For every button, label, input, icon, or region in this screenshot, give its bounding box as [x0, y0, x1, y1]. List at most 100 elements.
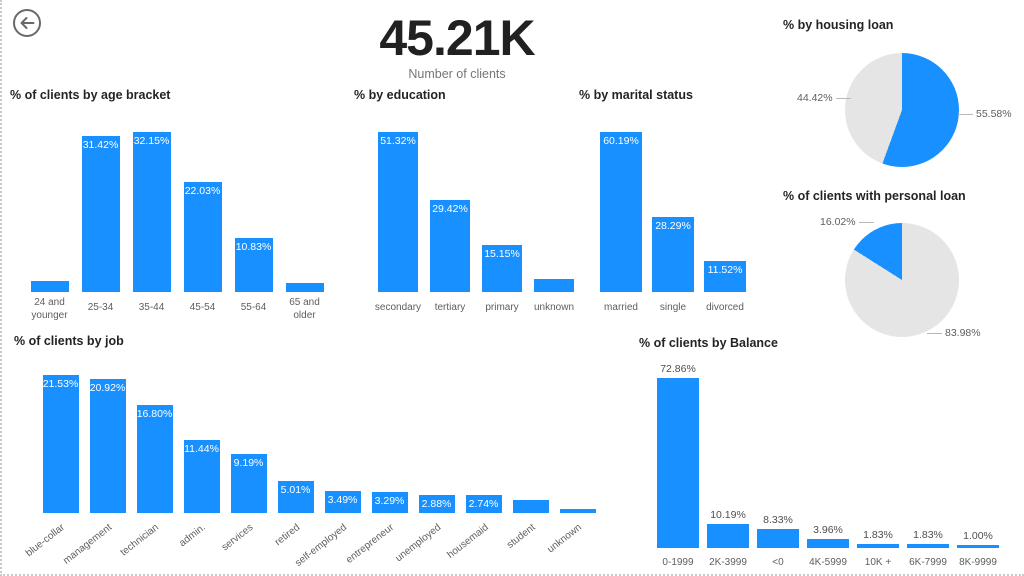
data-label: 20.92% — [89, 381, 126, 394]
bar-25-34[interactable]: 31.42% — [81, 135, 120, 292]
bar-65-and-older[interactable] — [285, 282, 324, 292]
bar-column: 15.15% — [476, 132, 528, 292]
axis-label: 8K-9999 — [959, 557, 997, 568]
axis-label: primary — [485, 302, 519, 313]
axis-label: 25-34 — [87, 302, 114, 313]
bar-plot: 51.32% 29.42% 15.15% secondary tertiary prima… — [372, 132, 580, 315]
x-axis: 0-1999 2K-3999 <0 4K-5999 10K + 6K-7999 8K-999… — [653, 552, 1003, 570]
data-label: 11.44% — [184, 442, 219, 455]
pie-chart[interactable] — [845, 53, 959, 167]
pie-label-text: 16.02% — [820, 216, 856, 228]
data-label: 51.32% — [380, 135, 416, 147]
axis-category: 55-64 — [228, 297, 279, 323]
chart-card-housing-loan: % by housing loan 55.58% 44.42% — [772, 12, 1024, 180]
bar-services[interactable]: 9.19% — [230, 454, 267, 513]
axis-label: admin. — [177, 522, 209, 550]
data-label: 31.42% — [82, 138, 119, 151]
axis-label: single — [659, 302, 687, 313]
bar-0[interactable] — [757, 528, 799, 548]
bar-management[interactable]: 20.92% — [89, 378, 126, 513]
bar-unknown[interactable] — [534, 279, 574, 292]
data-label: 1.83% — [913, 528, 943, 541]
bar-10k[interactable] — [857, 543, 899, 548]
data-label: 16.80% — [136, 408, 173, 421]
axis-label: <0 — [772, 557, 784, 568]
axis-label: tertiary — [434, 302, 466, 313]
bar-2k-3999[interactable] — [707, 524, 749, 548]
pie-chart[interactable] — [845, 223, 959, 337]
bar-column: 5.01% — [272, 375, 319, 513]
kpi-caption: Number of clients — [408, 66, 506, 81]
bar-married[interactable]: 60.19% — [600, 132, 642, 292]
bar-0-1999[interactable] — [657, 378, 699, 548]
bar-self-employed[interactable]: 3.49% — [324, 490, 361, 513]
data-label: 3.96% — [813, 523, 843, 536]
bar-column — [279, 132, 330, 292]
pie-data-label: 83.98% — [927, 327, 981, 339]
bar-tertiary[interactable]: 29.42% — [430, 200, 470, 292]
axis-label: 35-44 — [138, 302, 165, 313]
bar-retired[interactable]: 5.01% — [277, 480, 314, 513]
bar-column: 3.96% — [803, 360, 853, 548]
data-label: 10.19% — [710, 509, 746, 522]
bar-student[interactable] — [512, 499, 549, 513]
bar-24-and-younger[interactable] — [30, 281, 69, 292]
bar-55-64[interactable]: 10.83% — [234, 238, 273, 292]
axis-category: primary — [476, 297, 528, 315]
axis-label: divorced — [706, 302, 744, 313]
axis-label: 65 and older — [289, 297, 320, 321]
bar-6k-7999[interactable] — [907, 543, 949, 548]
chart-card-age-bracket: % of clients by age bracket 31.42% 32.15%… — [10, 88, 370, 332]
bar-technician[interactable]: 16.80% — [136, 405, 173, 513]
back-button[interactable] — [12, 8, 42, 38]
bar-35-44[interactable]: 32.15% — [132, 132, 171, 292]
bar-unemployed[interactable]: 2.88% — [418, 494, 455, 513]
bar-blue-collar[interactable]: 21.53% — [42, 375, 79, 513]
axis-category: 35-44 — [126, 297, 177, 323]
bar-column: 1.83% — [853, 360, 903, 548]
bar-column: 22.03% — [177, 132, 228, 292]
data-label: 1.83% — [863, 528, 893, 541]
bar-primary[interactable]: 15.15% — [482, 244, 522, 292]
bar-column: 10.83% — [228, 132, 279, 292]
x-axis: secondary tertiary primary unknown — [372, 297, 580, 315]
axis-label: student — [504, 522, 538, 551]
axis-category: single — [647, 297, 699, 315]
bar-45-54[interactable]: 22.03% — [183, 182, 222, 292]
chart-title: % by housing loan — [783, 18, 894, 32]
axis-category: technician — [119, 518, 178, 574]
axis-category: unknown — [528, 297, 580, 315]
kpi-card: 45.21K Number of clients — [332, 12, 582, 81]
bar-column: 28.29% — [647, 132, 699, 292]
data-label: 5.01% — [280, 483, 311, 496]
bar-unknown[interactable] — [559, 508, 596, 513]
bar-column: 60.19% — [595, 132, 647, 292]
bar-housemaid[interactable]: 2.74% — [465, 495, 502, 513]
bar-column: 11.52% — [699, 132, 751, 292]
axis-category: 0-1999 — [653, 552, 703, 570]
data-label: 15.15% — [484, 247, 520, 260]
bar-secondary[interactable]: 51.32% — [378, 132, 418, 292]
bar-divorced[interactable]: 11.52% — [704, 261, 746, 292]
axis-category: 24 and younger — [24, 297, 75, 323]
bar-entrepreneur[interactable]: 3.29% — [371, 491, 408, 513]
x-axis: blue-collar management technician admin. ser… — [24, 518, 601, 574]
pie-data-label: 16.02% — [820, 216, 874, 228]
bar-8k-9999[interactable] — [957, 545, 999, 548]
bar-admin[interactable]: 11.44% — [183, 439, 220, 513]
bar-column: 29.42% — [424, 132, 476, 292]
axis-label: blue-collar — [24, 522, 68, 560]
axis-category: married — [595, 297, 647, 315]
chart-title: % of clients by Balance — [639, 336, 778, 350]
axis-label: 10K + — [864, 557, 892, 568]
bar-column: 16.80% — [131, 375, 178, 513]
chart-card-balance: % of clients by Balance 72.86% 10.19% 8.33… — [624, 334, 1024, 572]
data-label: 2.88% — [421, 497, 452, 510]
bar-single[interactable]: 28.29% — [652, 216, 694, 292]
chart-title: % by marital status — [579, 88, 693, 102]
chart-card-education: % by education 51.32% 29.42% 15.15% seconda… — [354, 88, 578, 332]
pie-label-text: 55.58% — [976, 108, 1012, 120]
bar-4k-5999[interactable] — [807, 538, 849, 548]
bars-row: 51.32% 29.42% 15.15% — [372, 132, 580, 292]
